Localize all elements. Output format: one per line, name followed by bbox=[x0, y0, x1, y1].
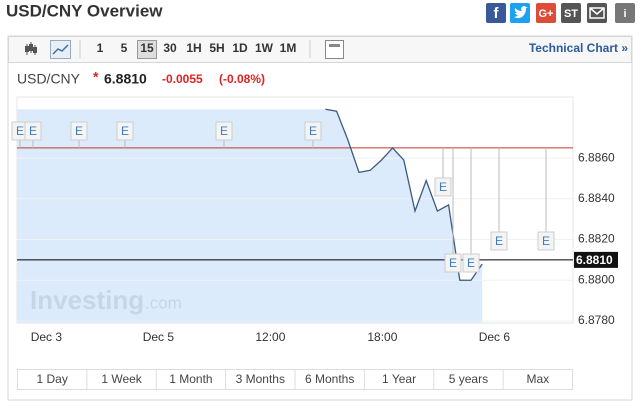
event-marker-label: E bbox=[29, 124, 37, 138]
settings-icon[interactable] bbox=[325, 40, 344, 59]
delay-marker: * bbox=[93, 69, 99, 85]
y-tick-label: 6.8780 bbox=[578, 313, 615, 327]
settings-glyph bbox=[329, 44, 340, 47]
event-marker-label: E bbox=[495, 234, 503, 248]
event-marker[interactable] bbox=[434, 177, 452, 197]
share-icon-label: i bbox=[623, 8, 626, 20]
x-tick-label: Dec 6 bbox=[479, 330, 511, 344]
share-icon-label: ST bbox=[564, 8, 578, 20]
watermark: Investing bbox=[30, 285, 144, 315]
area-fill bbox=[17, 109, 573, 323]
event-marker-label: E bbox=[439, 180, 447, 194]
event-marker[interactable] bbox=[24, 121, 42, 141]
watermark-suffix: .com bbox=[145, 293, 182, 312]
range-button[interactable]: 6 Months bbox=[305, 372, 354, 386]
x-tick-label: 18:00 bbox=[367, 330, 397, 344]
range-button[interactable]: 1 Week bbox=[101, 372, 142, 386]
event-marker[interactable] bbox=[462, 253, 480, 273]
toolbar bbox=[8, 36, 632, 63]
share-icon[interactable] bbox=[536, 3, 556, 23]
event-marker-label: E bbox=[309, 124, 317, 138]
mail-glyph bbox=[589, 7, 605, 19]
event-marker[interactable] bbox=[304, 121, 322, 141]
symbol: USD/CNY bbox=[17, 71, 81, 87]
event-marker[interactable] bbox=[215, 121, 233, 141]
share-icon[interactable] bbox=[615, 3, 635, 23]
share-icon[interactable] bbox=[486, 3, 506, 23]
range-button[interactable]: 1 Year bbox=[382, 372, 416, 386]
range-button[interactable]: 3 Months bbox=[236, 372, 285, 386]
y-tick-label: 6.8800 bbox=[578, 272, 615, 286]
interval-button[interactable]: 1 bbox=[97, 41, 104, 55]
interval-button[interactable]: 1M bbox=[280, 41, 297, 55]
event-marker-label: E bbox=[75, 124, 83, 138]
event-marker-label: E bbox=[449, 256, 457, 270]
technical-chart-link[interactable]: Technical Chart » bbox=[529, 41, 628, 55]
interval-button[interactable]: 5 bbox=[121, 41, 128, 55]
interval-button[interactable]: 15 bbox=[140, 41, 154, 55]
range-button[interactable]: 1 Month bbox=[169, 372, 212, 386]
event-marker-label: E bbox=[220, 124, 228, 138]
price-tag bbox=[574, 251, 618, 268]
event-marker-label: E bbox=[16, 124, 24, 138]
line-icon-glyph bbox=[52, 44, 69, 55]
page-title: USD/CNY Overview bbox=[6, 1, 163, 20]
y-tick-label: 6.8820 bbox=[578, 232, 615, 246]
interval-button[interactable]: 5H bbox=[209, 41, 224, 55]
event-marker[interactable] bbox=[490, 231, 508, 251]
price: 6.8810 bbox=[104, 71, 147, 87]
interval-button[interactable]: 30 bbox=[163, 41, 177, 55]
y-tick-label: 6.8840 bbox=[578, 191, 615, 205]
share-icon-label: f bbox=[494, 5, 500, 22]
range-button[interactable]: 1 Day bbox=[37, 372, 68, 386]
event-marker[interactable] bbox=[70, 121, 88, 141]
interval-button[interactable]: 1W bbox=[255, 41, 274, 55]
range-button[interactable]: 5 years bbox=[449, 372, 488, 386]
x-tick-label: Dec 3 bbox=[31, 330, 63, 344]
share-icon-label: G+ bbox=[539, 8, 554, 20]
interval-button[interactable]: 1D bbox=[232, 41, 248, 55]
change-percent: (-0.08%) bbox=[219, 72, 265, 86]
candle-icon bbox=[25, 42, 37, 55]
price-tag-label: 6.8810 bbox=[576, 253, 613, 267]
event-marker[interactable] bbox=[444, 253, 462, 273]
share-icon[interactable] bbox=[561, 3, 581, 23]
range-button[interactable]: Max bbox=[526, 372, 549, 386]
interval-active[interactable] bbox=[137, 40, 157, 59]
x-tick-label: Dec 5 bbox=[143, 330, 175, 344]
y-tick-label: 6.8860 bbox=[578, 150, 615, 164]
change: -0.0055 bbox=[162, 72, 203, 86]
event-marker[interactable] bbox=[537, 231, 555, 251]
event-marker-label: E bbox=[542, 234, 550, 248]
event-marker[interactable] bbox=[116, 121, 134, 141]
twitter-glyph bbox=[514, 6, 528, 19]
x-tick-label: 12:00 bbox=[255, 330, 285, 344]
event-marker-label: E bbox=[467, 256, 475, 270]
interval-button[interactable]: 1H bbox=[186, 41, 201, 55]
event-marker-label: E bbox=[121, 124, 129, 138]
